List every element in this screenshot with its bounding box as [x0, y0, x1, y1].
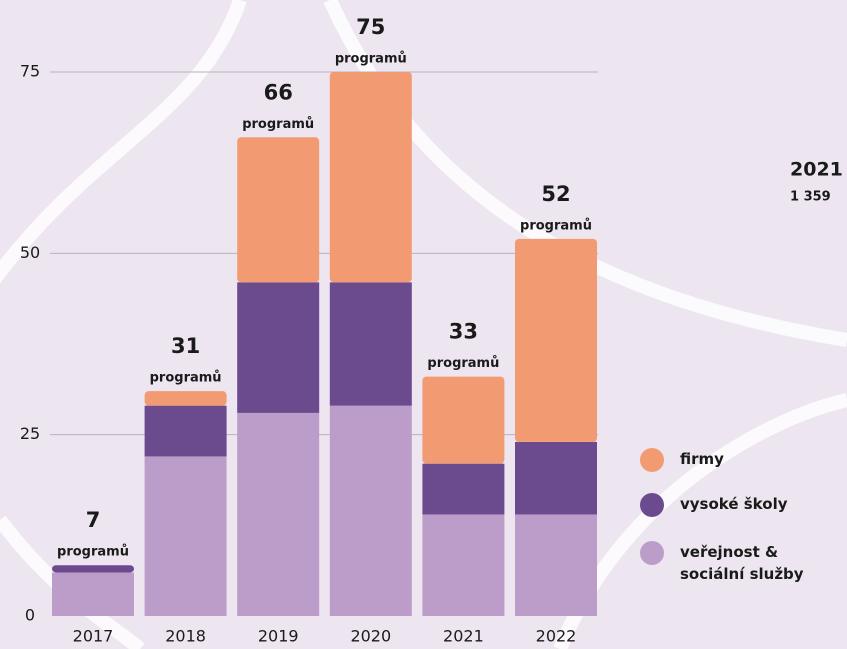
bar-segment	[329, 405, 412, 616]
bar-segment	[52, 565, 134, 573]
x-tick-label: 2019	[258, 627, 299, 646]
annotation: 1 359	[790, 190, 831, 205]
total-label: 31	[171, 334, 200, 358]
legend-label: vysoké školy	[680, 495, 788, 513]
bar-segment	[237, 282, 320, 413]
bar-segment	[329, 282, 412, 406]
y-tick-label: 0	[25, 606, 35, 625]
legend-item: vysoké školy	[640, 493, 840, 517]
x-tick-label: 2020	[350, 627, 391, 646]
total-unit: programů	[520, 218, 592, 233]
annotation: 2021	[790, 159, 843, 181]
bar-segment	[515, 238, 597, 442]
legend-swatch	[640, 448, 664, 472]
y-tick-label: 25	[20, 424, 40, 443]
bar-segment	[237, 137, 320, 283]
bar-segment	[422, 514, 505, 616]
bar-segment	[52, 572, 134, 616]
x-tick-label: 2017	[73, 627, 114, 646]
x-tick-label: 2022	[536, 627, 577, 646]
x-tick-label: 2018	[165, 627, 206, 646]
legend-label: veřejnost & sociální služby	[680, 543, 804, 583]
x-tick-label: 2021	[443, 627, 484, 646]
total-unit: programů	[427, 356, 499, 371]
bar-segment	[515, 514, 597, 616]
total-label: 66	[264, 80, 293, 104]
total-label: 7	[86, 508, 101, 532]
y-tick-label: 50	[20, 243, 40, 262]
bar-segment	[144, 391, 227, 406]
bar-segment	[144, 456, 227, 616]
bar-segment	[144, 405, 227, 457]
y-tick-label: 75	[20, 62, 40, 81]
total-unit: programů	[57, 545, 129, 560]
total-unit: programů	[150, 371, 222, 386]
total-label: 75	[356, 15, 385, 39]
bar-segment	[237, 412, 320, 616]
legend-item: firmy	[640, 448, 840, 472]
bar-segment	[515, 441, 597, 515]
total-unit: programů	[242, 117, 314, 132]
legend-swatch	[640, 541, 664, 565]
legend-item: veřejnost & sociální služby	[640, 541, 840, 585]
bar-segment	[422, 376, 505, 464]
legend-label: firmy	[680, 450, 724, 468]
total-label: 52	[541, 182, 570, 206]
legend-swatch	[640, 493, 664, 517]
total-label: 33	[449, 320, 478, 344]
total-unit: programů	[335, 52, 407, 67]
bar-segment	[329, 72, 412, 283]
bar-segment	[422, 463, 505, 515]
